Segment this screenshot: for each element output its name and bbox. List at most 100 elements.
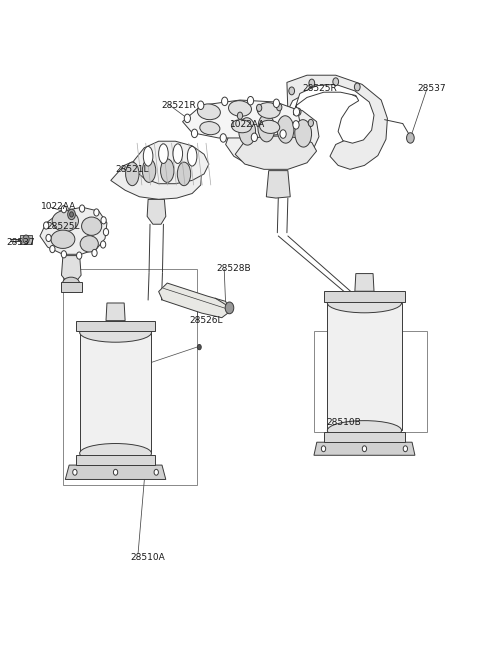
Ellipse shape bbox=[309, 79, 315, 87]
Ellipse shape bbox=[146, 352, 149, 357]
Polygon shape bbox=[182, 100, 300, 138]
Ellipse shape bbox=[154, 470, 158, 476]
Text: 1022AA: 1022AA bbox=[41, 202, 77, 211]
Ellipse shape bbox=[293, 121, 299, 129]
Ellipse shape bbox=[80, 236, 98, 252]
Text: 28521R: 28521R bbox=[161, 101, 196, 110]
Ellipse shape bbox=[257, 103, 280, 119]
Ellipse shape bbox=[251, 133, 257, 141]
Ellipse shape bbox=[295, 120, 312, 147]
Ellipse shape bbox=[296, 108, 301, 115]
Ellipse shape bbox=[329, 402, 333, 407]
Bar bbox=[76, 455, 156, 465]
Ellipse shape bbox=[322, 446, 325, 452]
Polygon shape bbox=[314, 442, 415, 455]
Ellipse shape bbox=[293, 107, 300, 116]
Polygon shape bbox=[65, 465, 166, 479]
Text: 28510A: 28510A bbox=[130, 553, 165, 562]
Ellipse shape bbox=[23, 235, 29, 244]
Ellipse shape bbox=[396, 402, 399, 407]
Ellipse shape bbox=[289, 87, 295, 95]
Ellipse shape bbox=[100, 241, 106, 248]
Ellipse shape bbox=[329, 328, 333, 333]
Ellipse shape bbox=[44, 222, 49, 229]
Ellipse shape bbox=[276, 103, 282, 111]
Ellipse shape bbox=[308, 119, 313, 126]
Text: 1022AA: 1022AA bbox=[230, 121, 265, 130]
Polygon shape bbox=[235, 136, 317, 170]
Ellipse shape bbox=[327, 293, 402, 313]
Ellipse shape bbox=[50, 246, 55, 253]
Bar bbox=[327, 303, 402, 430]
Polygon shape bbox=[147, 199, 166, 224]
Ellipse shape bbox=[198, 101, 204, 109]
Ellipse shape bbox=[101, 217, 106, 224]
Ellipse shape bbox=[247, 96, 253, 105]
Text: 28521L: 28521L bbox=[116, 165, 149, 174]
Ellipse shape bbox=[260, 121, 280, 134]
Ellipse shape bbox=[187, 147, 197, 166]
Text: 28525R: 28525R bbox=[302, 84, 337, 94]
Ellipse shape bbox=[403, 446, 408, 452]
Polygon shape bbox=[294, 84, 374, 143]
Ellipse shape bbox=[362, 446, 367, 452]
Bar bbox=[314, 331, 427, 432]
Ellipse shape bbox=[396, 377, 399, 382]
Bar bbox=[324, 432, 406, 442]
Ellipse shape bbox=[82, 352, 85, 357]
Ellipse shape bbox=[79, 205, 84, 212]
Ellipse shape bbox=[231, 120, 252, 133]
Ellipse shape bbox=[82, 402, 85, 407]
Ellipse shape bbox=[146, 402, 149, 407]
Ellipse shape bbox=[222, 97, 228, 105]
Ellipse shape bbox=[197, 345, 201, 350]
Polygon shape bbox=[158, 283, 230, 318]
Ellipse shape bbox=[73, 470, 77, 476]
Ellipse shape bbox=[354, 83, 360, 91]
Ellipse shape bbox=[68, 209, 75, 219]
Ellipse shape bbox=[256, 104, 262, 111]
Polygon shape bbox=[106, 303, 125, 321]
Ellipse shape bbox=[158, 144, 168, 164]
Ellipse shape bbox=[173, 144, 182, 164]
Polygon shape bbox=[287, 75, 387, 170]
Ellipse shape bbox=[277, 116, 294, 143]
Ellipse shape bbox=[144, 147, 153, 166]
Polygon shape bbox=[111, 157, 202, 199]
Ellipse shape bbox=[63, 277, 79, 289]
Polygon shape bbox=[40, 207, 107, 254]
Ellipse shape bbox=[146, 426, 149, 431]
Ellipse shape bbox=[329, 377, 333, 382]
Polygon shape bbox=[355, 274, 374, 291]
Ellipse shape bbox=[143, 159, 156, 182]
Text: 28526L: 28526L bbox=[190, 316, 223, 326]
Ellipse shape bbox=[258, 115, 275, 142]
Ellipse shape bbox=[82, 217, 102, 235]
Bar bbox=[60, 282, 82, 291]
Text: 28537: 28537 bbox=[417, 84, 446, 94]
Ellipse shape bbox=[220, 134, 227, 142]
Polygon shape bbox=[266, 171, 290, 198]
Ellipse shape bbox=[52, 210, 78, 231]
Bar bbox=[76, 321, 156, 331]
Bar bbox=[20, 234, 32, 244]
Polygon shape bbox=[61, 255, 81, 283]
Ellipse shape bbox=[407, 133, 414, 143]
Text: 28510B: 28510B bbox=[326, 418, 361, 427]
Ellipse shape bbox=[82, 426, 85, 431]
Ellipse shape bbox=[333, 78, 338, 86]
Bar bbox=[80, 332, 152, 453]
Ellipse shape bbox=[396, 328, 399, 333]
Bar bbox=[324, 291, 406, 302]
Polygon shape bbox=[134, 141, 209, 183]
Ellipse shape bbox=[92, 250, 97, 257]
Ellipse shape bbox=[197, 104, 220, 120]
Ellipse shape bbox=[61, 206, 67, 213]
Ellipse shape bbox=[238, 112, 242, 119]
Ellipse shape bbox=[126, 162, 139, 185]
Ellipse shape bbox=[76, 252, 82, 259]
Text: 28528B: 28528B bbox=[216, 264, 251, 273]
Ellipse shape bbox=[280, 130, 286, 138]
Polygon shape bbox=[226, 105, 319, 168]
Ellipse shape bbox=[80, 323, 152, 342]
